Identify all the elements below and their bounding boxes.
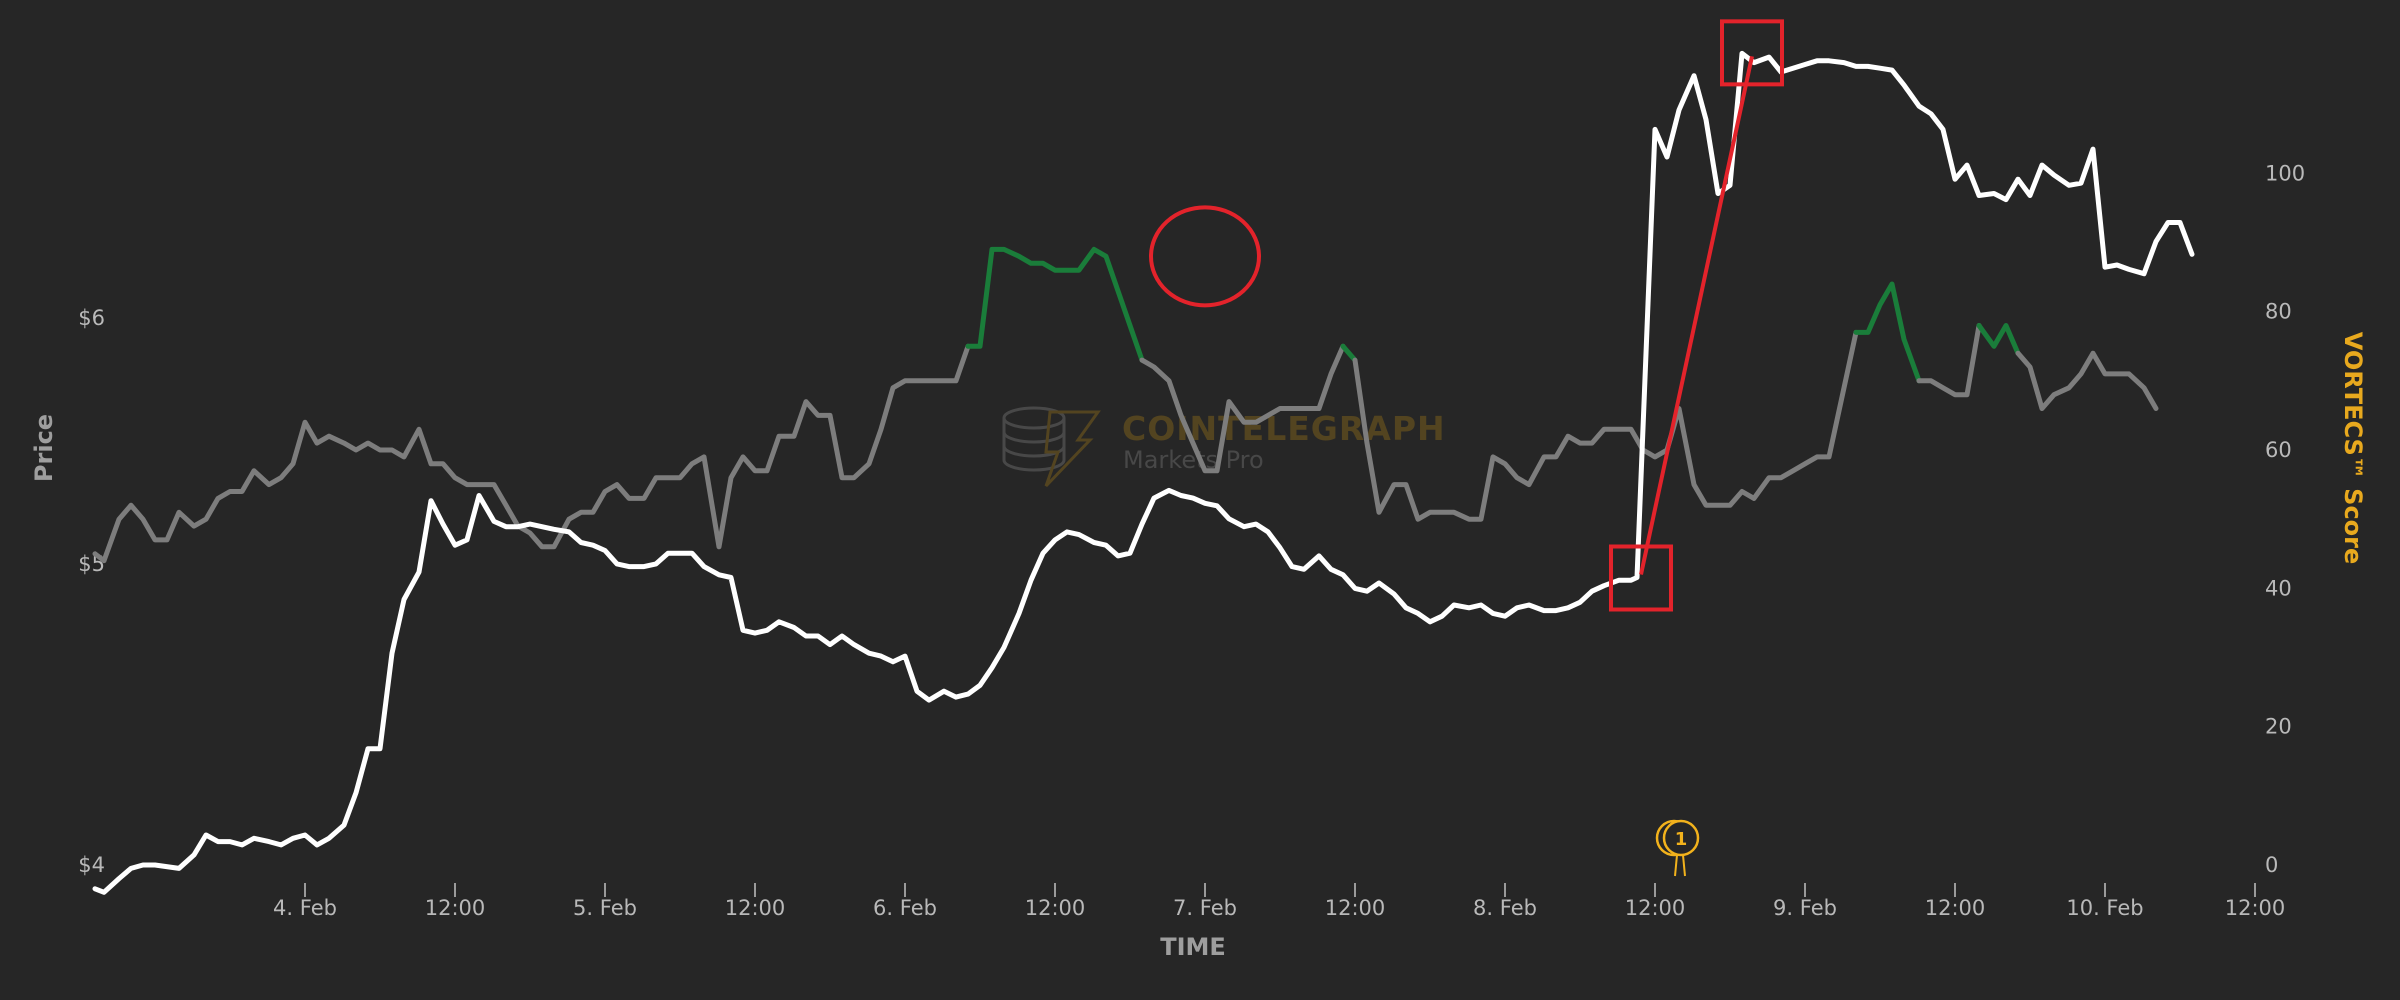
- x-axis: 4. Feb 12:00 5. Feb 12:00 6. Feb 12:00 7. Feb 1…: [273, 883, 2285, 920]
- score-line-segment: [2015, 350, 2159, 411]
- x-tick-label: 12:00: [725, 896, 786, 920]
- score-tick-label: 40: [2265, 576, 2292, 600]
- score-line-high-segment: [1340, 343, 1358, 363]
- score-axis: 0 20 40 60 80 100: [2265, 161, 2305, 877]
- score-line-high-segment: [1853, 281, 1922, 384]
- annotation-arrow: [1639, 55, 1754, 575]
- score-line-segment: [1352, 329, 1859, 522]
- x-tick-label: 4. Feb: [273, 896, 337, 920]
- watermark-title: COINTELEGRAPH: [1122, 409, 1446, 448]
- score-line-segment: [92, 343, 971, 564]
- x-tick-label: 12:00: [1625, 896, 1686, 920]
- cointelegraph-logo-icon: [1002, 406, 1101, 488]
- annotation-layer: [1149, 19, 1784, 612]
- x-tick-label: 7. Feb: [1173, 896, 1237, 920]
- price-tick-label: $6: [78, 306, 105, 330]
- price-tick-label: $4: [78, 853, 105, 877]
- x-tick-label: 5. Feb: [573, 896, 637, 920]
- score-line-high-segment: [965, 246, 1145, 363]
- event-marker[interactable]: 1: [1655, 819, 1700, 877]
- event-pin-icon: [1682, 854, 1686, 877]
- event-marker-label: 1: [1675, 829, 1688, 850]
- annotation-box: [1720, 19, 1784, 87]
- x-tick-label: 6. Feb: [873, 896, 937, 920]
- series-layer: [92, 50, 2195, 895]
- score-tick-label: 60: [2265, 438, 2292, 462]
- x-tick-label: 12:00: [425, 896, 486, 920]
- score-tick-label: 80: [2265, 300, 2292, 324]
- score-line-high-segment: [1976, 323, 2021, 356]
- annotation-box: [1609, 544, 1673, 612]
- x-axis-title: TIME: [1160, 933, 1226, 961]
- price-axis: $4$5$6: [78, 306, 105, 877]
- score-tick-label: 20: [2265, 715, 2292, 739]
- annotation-circle: [1149, 205, 1261, 308]
- event-coin-icon: [1662, 819, 1700, 857]
- x-tick-label: 8. Feb: [1473, 896, 1537, 920]
- x-tick-label: 10. Feb: [2066, 896, 2143, 920]
- price-line: [92, 50, 2195, 895]
- x-tick-label: 12:00: [1925, 896, 1986, 920]
- x-tick-label: 12:00: [2225, 896, 2286, 920]
- watermark: COINTELEGRAPH Markets Pro: [1002, 406, 1446, 488]
- score-tick-label: 100: [2265, 161, 2305, 185]
- score-tick-label: 0: [2265, 853, 2278, 877]
- watermark-subtitle: Markets Pro: [1123, 446, 1264, 474]
- x-tick-label: 9. Feb: [1773, 896, 1837, 920]
- score-line-segment: [1139, 343, 1346, 474]
- right-axis-title: VORTECS™ Score: [2339, 332, 2367, 565]
- left-axis-title: Price: [30, 414, 58, 482]
- x-tick-label: 12:00: [1325, 896, 1386, 920]
- score-line-segment: [1916, 323, 1982, 398]
- event-pin-icon: [1674, 854, 1678, 877]
- x-tick-label: 12:00: [1025, 896, 1086, 920]
